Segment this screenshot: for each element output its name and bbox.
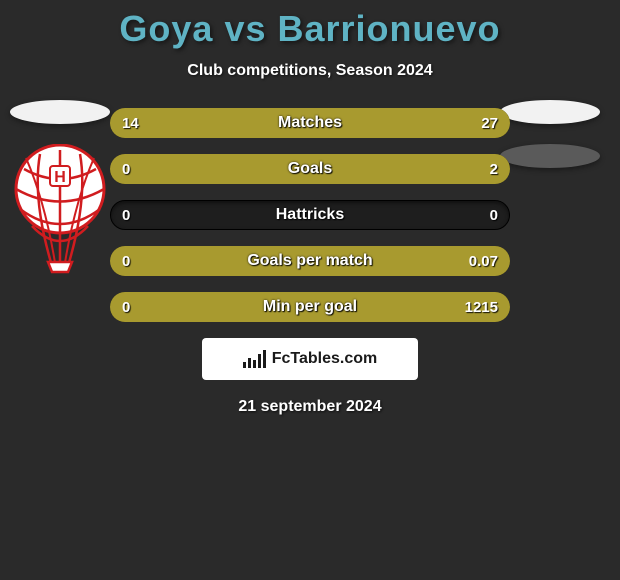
stat-row: 01215Min per goal — [110, 292, 510, 322]
balloon-badge-icon: H — [10, 144, 110, 274]
svg-text:H: H — [54, 169, 66, 186]
bar-chart-icon — [243, 350, 266, 368]
right-player-halo-bot — [500, 144, 600, 168]
stats-bars: 1427Matches 02Goals 00Hattricks 00.07Goals … — [110, 108, 510, 322]
left-player-halo — [10, 100, 110, 124]
right-player-column — [500, 100, 600, 188]
stat-label: Goals — [110, 154, 510, 184]
stat-row: 02Goals — [110, 154, 510, 184]
comparison-content: H 1427Matches 02Goals 00Hattricks 00.07Goal… — [0, 108, 620, 416]
stat-row: 00.07Goals per match — [110, 246, 510, 276]
comparison-title: Goya vs Barrionuevo — [0, 0, 620, 50]
right-player-halo-top — [500, 100, 600, 124]
stat-row: 00Hattricks — [110, 200, 510, 230]
club-logo-left: H — [10, 144, 110, 274]
stat-label: Hattricks — [110, 200, 510, 230]
stat-label: Min per goal — [110, 292, 510, 322]
stat-label: Goals per match — [110, 246, 510, 276]
stat-row: 1427Matches — [110, 108, 510, 138]
left-player-column: H — [10, 100, 110, 274]
comparison-subtitle: Club competitions, Season 2024 — [0, 62, 620, 80]
watermark: FcTables.com — [202, 338, 418, 380]
snapshot-date: 21 september 2024 — [0, 398, 620, 416]
watermark-text: FcTables.com — [272, 350, 378, 368]
stat-label: Matches — [110, 108, 510, 138]
